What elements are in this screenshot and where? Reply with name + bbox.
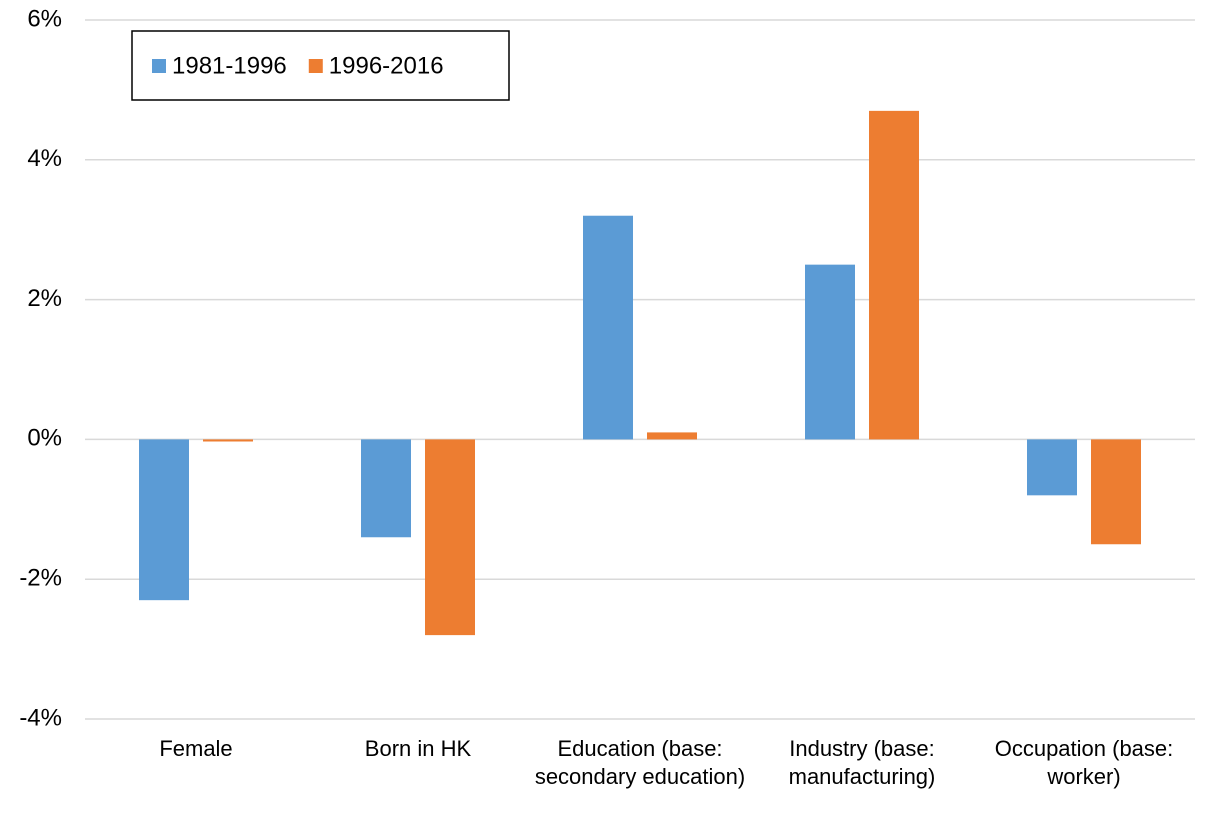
y-tick-label: 2% [27, 285, 62, 312]
bar [1027, 439, 1077, 496]
legend-label: 1981-1996 [172, 52, 287, 79]
bar [1091, 439, 1141, 545]
y-tick-label: -2% [19, 565, 62, 592]
x-tick-label: Occupation (base: worker) [994, 736, 1174, 789]
bar [805, 264, 855, 440]
x-tick-label: Female [159, 736, 233, 761]
bar [583, 215, 633, 440]
legend-swatch [308, 59, 323, 73]
bar [869, 110, 919, 440]
y-tick-label: -4% [19, 704, 62, 731]
y-tick-label: 6% [27, 5, 62, 32]
legend-swatch [152, 59, 166, 73]
legend-box [131, 30, 510, 101]
x-tick-label: Industry (base: manufacturing) [788, 736, 936, 789]
x-tick-label: Education (base: secondary education) [534, 736, 746, 789]
y-tick-label: 0% [27, 425, 62, 452]
bar [203, 439, 253, 442]
x-tick-label: Born in HK [364, 736, 472, 761]
bar [361, 439, 411, 538]
y-tick-label: 4% [27, 145, 62, 172]
bar [647, 432, 697, 440]
legend-label: 1996-2016 [329, 52, 444, 79]
bar [425, 439, 475, 636]
bar [139, 439, 189, 601]
